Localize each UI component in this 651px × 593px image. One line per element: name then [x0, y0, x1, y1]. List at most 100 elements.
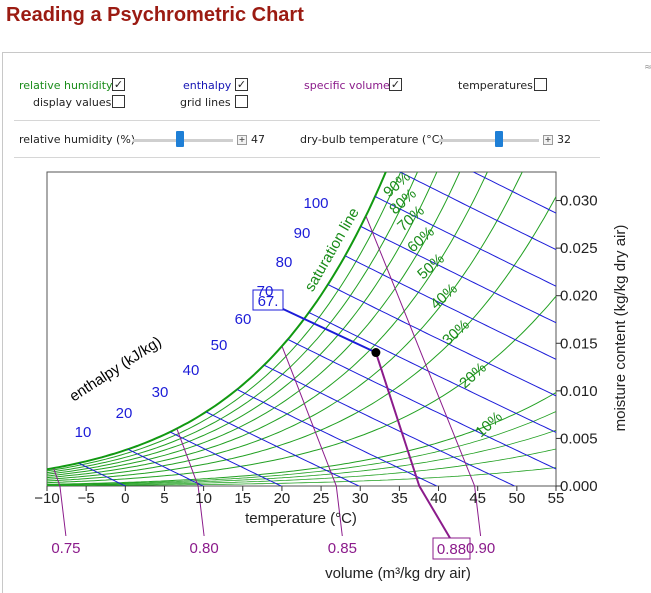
rh-line-10 — [47, 392, 556, 485]
y-tick-label: 0.005 — [560, 430, 598, 447]
current-volume-line — [374, 352, 421, 487]
volume-line-0.90 — [365, 216, 482, 537]
x-tick-label: 5 — [160, 490, 168, 507]
enthalpy-line-60 — [287, 339, 556, 470]
grid-lines-label: grid lines — [180, 96, 231, 109]
x-tick-label: −10 — [34, 490, 59, 507]
rh-line-30 — [47, 196, 556, 482]
y-tick-label: 0.010 — [560, 383, 598, 400]
volume-tick-label: 0.75 — [51, 540, 80, 557]
enthalpy-line-20 — [170, 431, 283, 486]
rh-line-6 — [47, 429, 556, 486]
enthalpy-tick-label: 60 — [235, 311, 252, 328]
controls-separator — [14, 120, 600, 121]
enthalpy-tick-label: 90 — [294, 225, 311, 242]
temperatures-checkbox[interactable] — [534, 78, 547, 91]
x-tick-label: 45 — [469, 490, 486, 507]
x-tick-label: 30 — [352, 490, 369, 507]
volume-axis-label: volume (m³/kg dry air) — [325, 565, 471, 582]
db-slider-thumb[interactable] — [495, 131, 503, 147]
y-tick-label: 0.015 — [560, 335, 598, 352]
y-tick-label: 0.020 — [560, 288, 598, 305]
specific-volume-label: specific volume — [304, 79, 390, 92]
enthalpy-line-40 — [237, 389, 438, 486]
enthalpy-checkbox[interactable]: ✓ — [235, 78, 248, 91]
rh-line-4 — [47, 448, 556, 486]
volume-tick-label: 0.80 — [190, 540, 219, 557]
rh-line-60 — [47, 172, 461, 477]
rh-line-8 — [47, 411, 556, 486]
state-point[interactable] — [371, 348, 381, 358]
close-icon[interactable]: ≈ — [644, 62, 651, 73]
y-tick-label: 0.030 — [560, 193, 598, 210]
page-title: Reading a Psychrometric Chart — [6, 4, 304, 26]
rh-line-80 — [47, 172, 419, 474]
enthalpy-tick-label: 30 — [152, 384, 169, 401]
enthalpy-line-80 — [327, 284, 556, 397]
relative-humidity-label: relative humidity — [19, 79, 113, 92]
relative-humidity-checkbox[interactable]: ✓ — [112, 78, 125, 91]
enthalpy-tick-label: 50 — [211, 337, 228, 354]
volume-value: 0.88 — [437, 541, 466, 558]
enthalpy-line-10 — [127, 448, 205, 486]
enthalpy-line-50 — [264, 364, 516, 486]
x-tick-label: 40 — [430, 490, 447, 507]
db-slider-value: 32 — [557, 133, 571, 146]
enthalpy-line-70 — [308, 312, 556, 433]
db-slider-expand-icon[interactable]: + — [543, 135, 553, 145]
x-tick-label: 35 — [391, 490, 408, 507]
y-tick-label: 0.000 — [560, 478, 598, 495]
enthalpy-tick-label: 20 — [116, 405, 133, 422]
enthalpy-line-100 — [360, 226, 556, 324]
volume-value-box — [432, 537, 471, 560]
display-values-label: display values — [33, 96, 112, 109]
display-values-checkbox[interactable] — [112, 95, 125, 108]
enthalpy-value: 67. — [258, 293, 279, 310]
volume-tick-label: 0.90 — [466, 540, 495, 557]
y-axis-label: moisture content (kg/kg dry air) — [612, 225, 629, 432]
x-tick-label: 25 — [313, 490, 330, 507]
x-tick-label: 55 — [548, 490, 565, 507]
y-tick-label: 0.025 — [560, 240, 598, 257]
grid-lines-checkbox[interactable] — [235, 95, 248, 108]
enthalpy-tick-label: 80 — [276, 254, 293, 271]
x-tick-label: 15 — [234, 490, 251, 507]
plot-frame — [46, 171, 557, 487]
x-tick-label: −5 — [78, 490, 95, 507]
x-axis-label: temperature (°C) — [245, 510, 357, 527]
saturation-line — [47, 172, 387, 471]
enthalpy-line-90 — [345, 255, 556, 360]
controls-separator-2 — [14, 157, 600, 158]
x-tick-label: 50 — [509, 490, 526, 507]
db-slider[interactable] — [439, 139, 539, 142]
enthalpy-tick-label: 10 — [75, 424, 92, 441]
enthalpy-line-0 — [78, 462, 126, 486]
x-tick-label: 10 — [195, 490, 212, 507]
control-panel — [2, 52, 651, 593]
rh-slider-thumb[interactable] — [176, 131, 184, 147]
volume-line-0.80 — [176, 428, 205, 537]
specific-volume-checkbox[interactable]: ✓ — [389, 78, 402, 91]
temperatures-label: temperatures — [458, 79, 533, 92]
rh-slider-expand-icon[interactable]: + — [237, 135, 247, 145]
enthalpy-tick-label: 40 — [183, 362, 200, 379]
volume-tick-label: 0.85 — [328, 540, 357, 557]
enthalpy-value-box — [252, 289, 284, 311]
rh-line-20 — [47, 295, 556, 484]
x-tick-label: 20 — [274, 490, 291, 507]
db-slider-label: dry-bulb temperature (°C) — [300, 133, 444, 146]
enthalpy-tick-label: 70 — [257, 283, 274, 300]
current-enthalpy-line — [282, 308, 377, 354]
x-tick-label: 0 — [121, 490, 129, 507]
enthalpy-tick-label: 100 — [303, 195, 328, 212]
rh-line-70 — [47, 172, 438, 475]
rh-line-90 — [47, 172, 402, 472]
enthalpy-label: enthalpy — [183, 79, 232, 92]
rh-line-50 — [47, 172, 488, 479]
volume-line-0.75 — [53, 468, 67, 537]
enthalpy-line-110 — [374, 196, 556, 287]
current-volume-leader — [418, 485, 451, 539]
volume-line-0.85 — [281, 346, 343, 537]
rh-slider-value: 47 — [251, 133, 265, 146]
